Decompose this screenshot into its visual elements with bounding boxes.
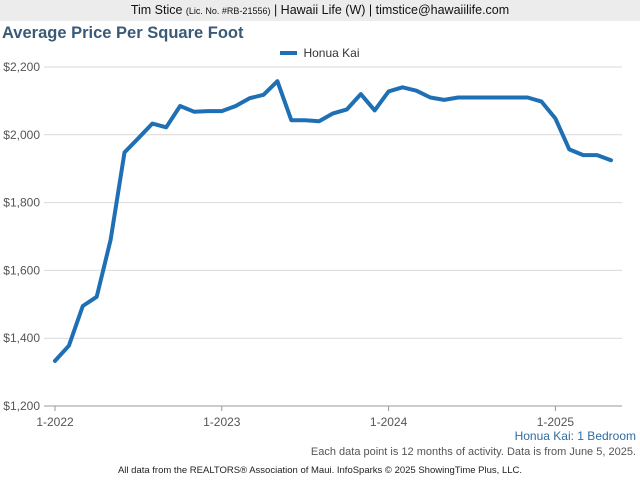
license-number: (Lic. No. #RB-21556) bbox=[185, 6, 271, 16]
y-tick-label: $1,600 bbox=[3, 263, 40, 277]
x-tick-label: 1-2024 bbox=[370, 415, 408, 429]
chart-legend[interactable]: Honua Kai bbox=[0, 46, 640, 60]
header-bar: Tim Stice (Lic. No. #RB-21556) | Hawaii … bbox=[0, 0, 640, 21]
chart-subtitle: Honua Kai: 1 Bedroom bbox=[514, 429, 636, 443]
header-details: | Hawaii Life (W) | timstice@hawaiilife.… bbox=[273, 3, 510, 17]
footer-credit: All data from the REALTORS® Association … bbox=[117, 465, 523, 476]
x-tick-label: 1-2022 bbox=[36, 415, 74, 429]
y-tick-label: $1,400 bbox=[3, 331, 40, 345]
y-axis: $1,200 $1,400 $1,600 $1,800 $2,000 $2,200 bbox=[3, 60, 40, 413]
series-line-honua-kai[interactable] bbox=[53, 79, 613, 363]
y-tick-label: $1,200 bbox=[3, 399, 40, 413]
x-axis: 1-2022 1-2023 1-2024 1-2025 bbox=[36, 406, 574, 429]
activity-note: Each data point is 12 months of activity… bbox=[310, 446, 636, 458]
agent-name: Tim Stice bbox=[130, 3, 183, 17]
legend-swatch bbox=[280, 50, 298, 55]
chart-title: Average Price Per Square Foot bbox=[2, 24, 244, 42]
x-tick-label: 1-2023 bbox=[203, 415, 241, 429]
y-tick-label: $2,200 bbox=[3, 60, 40, 74]
x-tick-label: 1-2025 bbox=[537, 415, 575, 429]
legend-label: Honua Kai bbox=[303, 46, 360, 60]
y-tick-label: $2,000 bbox=[3, 128, 40, 142]
y-tick-label: $1,800 bbox=[3, 196, 40, 210]
gridlines bbox=[44, 66, 622, 407]
